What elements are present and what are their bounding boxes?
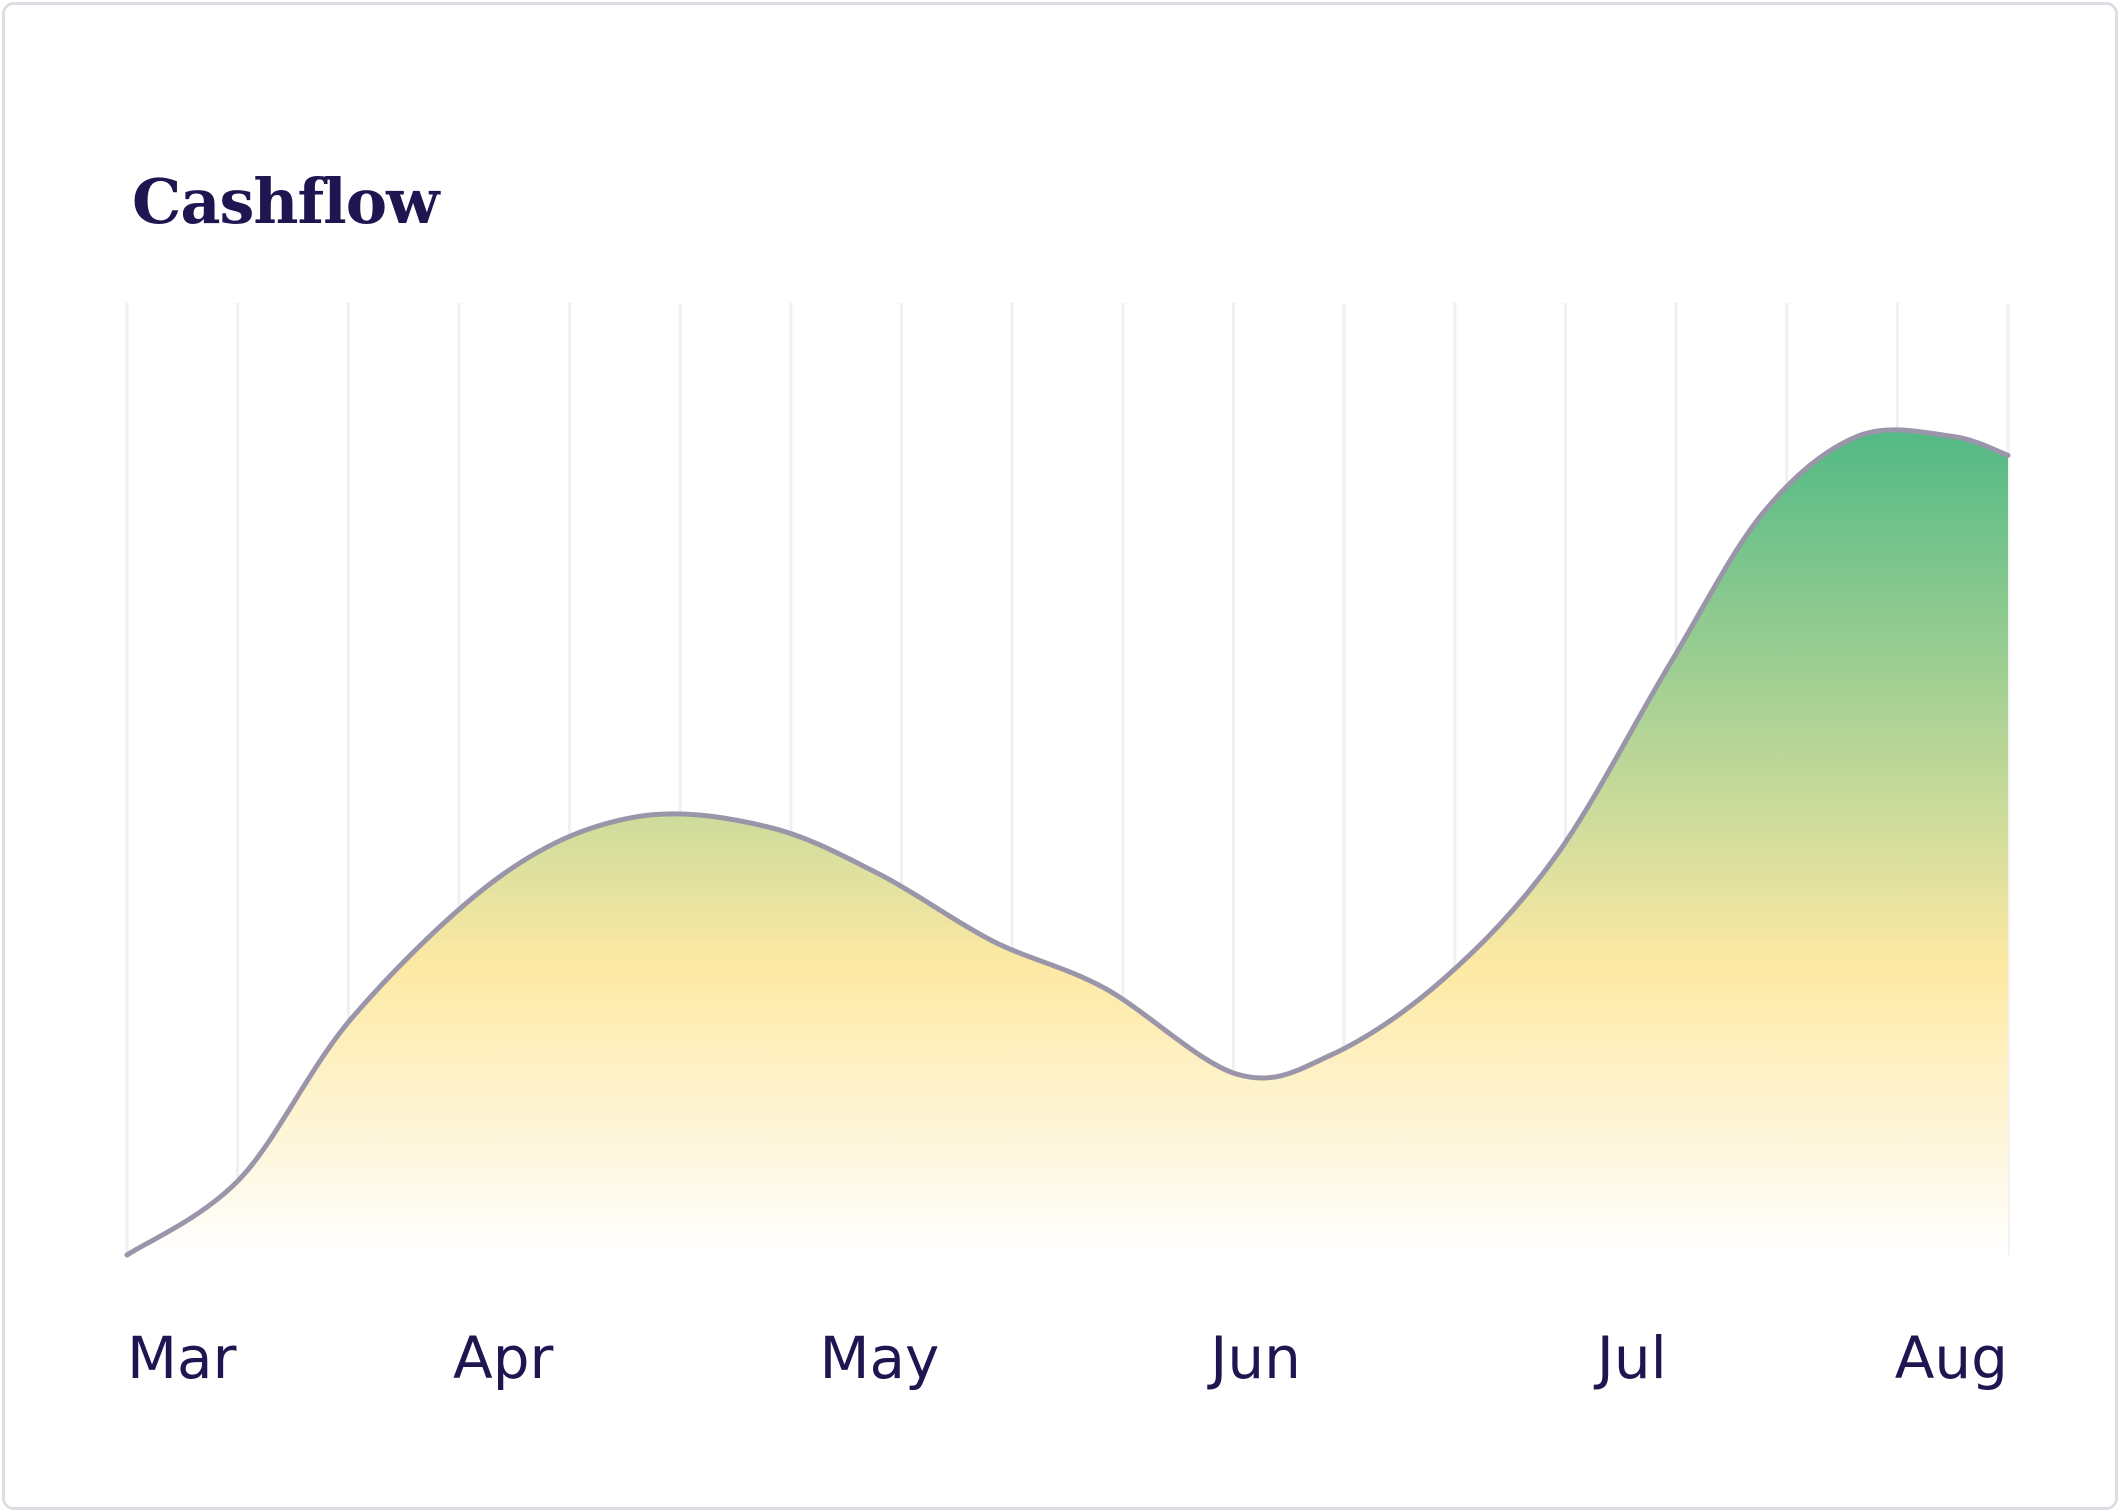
x-tick-label: Jul <box>1594 1324 1667 1392</box>
x-axis-ticks: Mar Apr May Jun Jul Aug <box>127 1324 2008 1392</box>
x-tick-label: Mar <box>127 1324 237 1392</box>
x-tick-label: May <box>819 1324 939 1392</box>
cashflow-area <box>127 429 2008 1255</box>
x-tick-label: Apr <box>453 1324 553 1392</box>
cashflow-line <box>124 427 2011 1258</box>
chart-title: Cashflow <box>132 165 439 238</box>
x-tick-label: Jun <box>1207 1324 1301 1392</box>
x-tick-label: Aug <box>1895 1324 2008 1392</box>
